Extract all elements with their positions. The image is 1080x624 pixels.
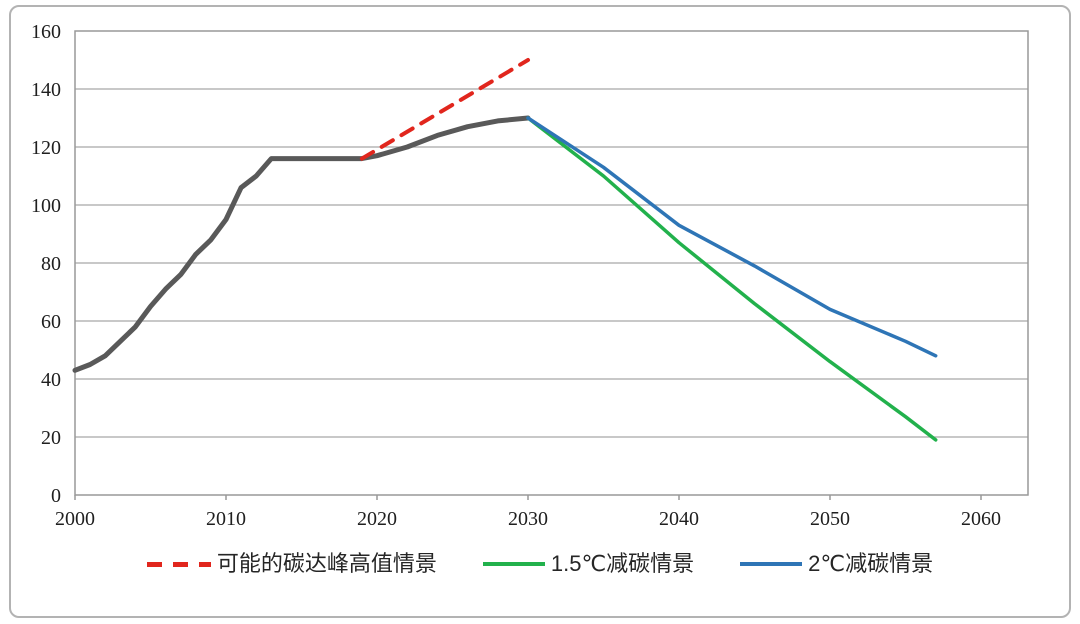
- green-line-sample: [482, 562, 545, 566]
- series-line-historical: [72, 115, 531, 373]
- x-tick-label-2050: 2050: [810, 508, 850, 530]
- y-tick-label-140: 140: [31, 79, 61, 101]
- legend-label: 2℃减碳情景: [808, 551, 934, 576]
- x-tick-label-2040: 2040: [659, 508, 699, 530]
- y-tick-label-0: 0: [51, 485, 61, 507]
- plot-border: [74, 30, 1029, 496]
- x-tick-label-2030: 2030: [508, 508, 548, 530]
- series-line-reduction-2c: [526, 116, 938, 358]
- x-tick-label-2000: 2000: [55, 508, 95, 530]
- legend-item-peak-high: 可能的碳达峰高值情景: [146, 551, 437, 576]
- blue-line-sample: [740, 562, 803, 566]
- y-tick-label-40: 40: [41, 369, 61, 391]
- red-dashed-line-sample: [146, 561, 211, 567]
- legend-label: 可能的碳达峰高值情景: [216, 551, 437, 576]
- y-tick-label-20: 20: [41, 427, 61, 449]
- y-tick-label-80: 80: [41, 253, 61, 275]
- x-tick-label-2010: 2010: [206, 508, 246, 530]
- y-tick-label-120: 120: [31, 137, 61, 159]
- legend-item-2c: 2℃减碳情景: [740, 553, 933, 575]
- series-line-reduction-1-5c: [526, 116, 938, 442]
- y-tick-label-100: 100: [31, 195, 61, 217]
- legend-label: 1.5℃减碳情景: [550, 551, 695, 576]
- x-tick-label-2020: 2020: [357, 508, 397, 530]
- x-tick-label-2060: 2060: [961, 508, 1001, 530]
- legend-item-1-5c: 1.5℃减碳情景: [482, 551, 695, 576]
- chart-legend: 可能的碳达峰高值情景 1.5℃减碳情景 2℃减碳情景: [0, 553, 1080, 575]
- series-line-peak-high-scenario: [359, 58, 530, 161]
- y-tick-label-60: 60: [41, 311, 61, 333]
- y-tick-label-160: 160: [31, 21, 61, 43]
